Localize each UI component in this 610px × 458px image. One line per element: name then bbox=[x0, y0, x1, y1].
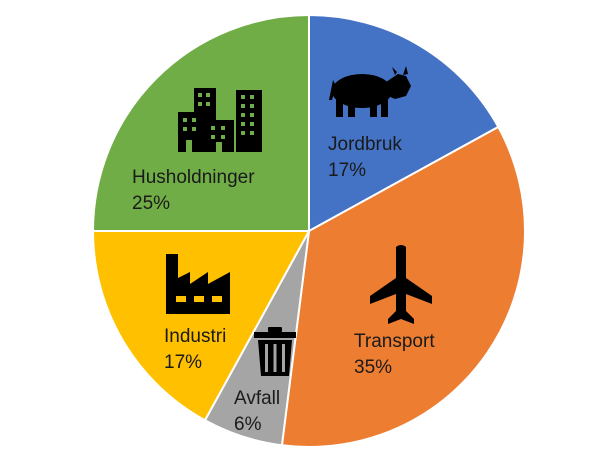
slice-value-industri: 17% bbox=[164, 352, 202, 373]
pie-slice-jordbruk bbox=[308, 13, 500, 233]
slice-value-avfall: 6% bbox=[234, 414, 262, 435]
slice-label-jordbruk: Jordbruk bbox=[328, 134, 402, 155]
slice-label-avfall: Avfall bbox=[234, 388, 280, 409]
slice-value-husholdninger: 25% bbox=[132, 193, 170, 214]
slice-label-transport: Transport bbox=[354, 331, 435, 352]
slice-value-jordbruk: 17% bbox=[328, 160, 366, 181]
buildings-icon bbox=[178, 88, 262, 152]
pie-slices bbox=[91, 13, 526, 448]
factory-icon bbox=[166, 254, 230, 314]
pie-slice-industri bbox=[91, 230, 311, 422]
trash-can-icon bbox=[254, 327, 296, 376]
slice-label-industri: Industri bbox=[164, 326, 226, 347]
slice-label-husholdninger: Husholdninger bbox=[132, 167, 255, 188]
airplane-icon bbox=[370, 245, 432, 324]
slice-value-transport: 35% bbox=[354, 357, 392, 378]
cow-icon bbox=[329, 66, 411, 117]
